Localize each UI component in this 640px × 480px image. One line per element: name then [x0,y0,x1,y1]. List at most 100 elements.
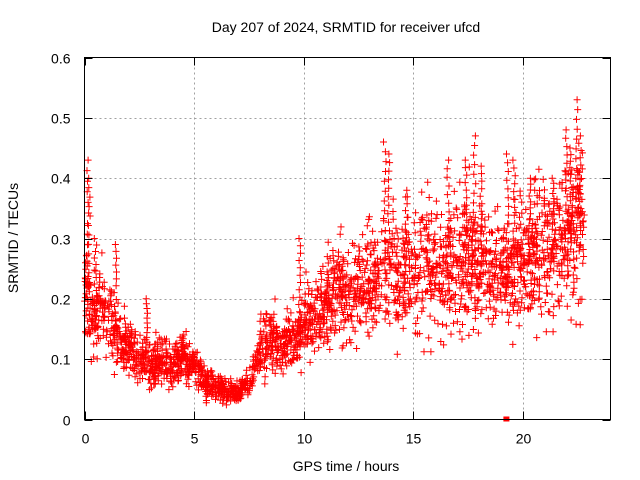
data-point [356,263,363,270]
data-point [84,222,92,229]
data-point [380,138,387,146]
data-point [579,246,587,253]
data-point [179,348,187,356]
data-point [546,265,554,273]
data-point [380,177,388,185]
data-point [85,203,93,211]
x-tick-label: 20 [516,431,532,447]
x-tick-label: 5 [191,431,199,447]
data-point [313,294,321,302]
data-point [156,354,164,362]
data-point [242,378,250,386]
data-point [384,244,392,252]
data-point [453,205,461,213]
y-tick-label: 0.2 [51,292,71,308]
data-point [424,178,432,186]
data-point [355,243,363,251]
data-point [498,279,506,287]
data-point [378,282,386,290]
data-point [488,263,496,271]
data-point [384,193,392,201]
data-point [461,239,469,247]
data-point [345,291,353,298]
data-point [404,290,412,298]
data-point [491,207,499,215]
data-point [84,220,91,228]
data-point [573,125,581,133]
data-point [443,165,451,173]
data-point [505,264,512,271]
data-point [478,252,486,260]
data-point [533,243,541,251]
data-point [308,287,316,295]
data-point [249,362,257,370]
data-point [323,325,331,333]
data-point [490,305,498,313]
data-point [549,312,557,320]
data-point [102,353,110,361]
data-point [532,175,540,183]
data-point [558,261,566,269]
data-point [511,172,519,180]
data-point [338,344,346,352]
data-point [566,190,574,198]
data-point [346,312,354,319]
data-point [490,290,498,298]
data-point [158,368,166,376]
data-point [256,339,264,347]
data-point [562,126,570,134]
data-point [120,302,128,310]
data-point [517,253,525,261]
data-point [559,256,567,264]
data-point [157,369,165,377]
data-point [152,328,160,336]
data-point [479,270,487,278]
data-point [311,305,319,313]
data-point [463,194,471,202]
data-point [82,259,89,267]
data-point [113,254,120,262]
data-point [403,200,411,208]
data-point [377,291,385,299]
data-point [471,161,479,169]
data-point [149,346,157,354]
data-point [562,201,570,209]
data-point [526,246,534,253]
data-point [426,312,434,320]
data-point [361,268,369,276]
data-point [470,151,478,159]
data-point [527,180,535,188]
data-point [363,222,371,230]
data-point [387,282,395,289]
data-point [477,215,485,223]
data-point [505,237,512,245]
data-point [470,170,478,178]
data-point [573,234,581,242]
data-point [472,180,480,188]
data-point [562,252,570,260]
data-point [112,296,120,303]
data-point [394,316,402,324]
data-point [176,357,184,365]
data-point [433,211,441,219]
data-point [477,162,485,170]
data-point [471,314,479,322]
data-point [188,369,196,377]
data-point [530,287,537,295]
data-point [84,156,92,164]
data-point [472,228,480,235]
data-point [533,200,541,208]
data-point [462,201,470,209]
data-point [266,321,274,329]
data-point [327,326,335,334]
data-point [401,227,409,235]
data-point [494,203,502,211]
data-point [170,361,178,369]
data-point [371,303,379,311]
data-point [526,305,534,313]
data-point [406,255,413,263]
data-point [427,270,435,278]
data-point [235,388,243,396]
data-point [406,303,414,311]
